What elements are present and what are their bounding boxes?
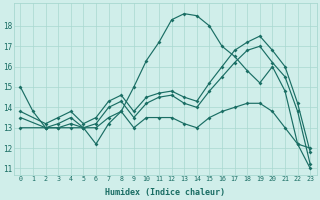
X-axis label: Humidex (Indice chaleur): Humidex (Indice chaleur) [105, 188, 225, 197]
